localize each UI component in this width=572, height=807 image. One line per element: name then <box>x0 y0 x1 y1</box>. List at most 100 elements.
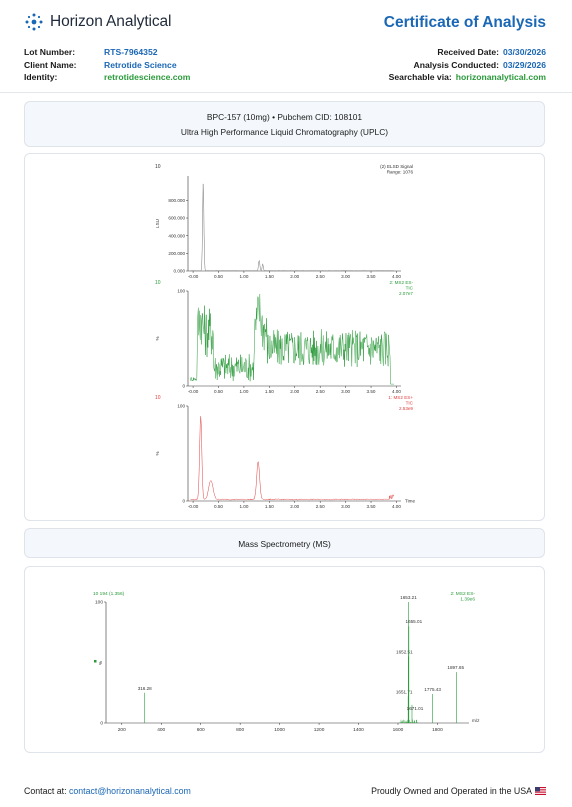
identity-label: Identity: <box>24 72 58 83</box>
chrom-x-tick-label: 2.00 <box>290 274 299 279</box>
chrom-y-label: % <box>155 451 160 455</box>
chrom-y-tick-label: 0 <box>182 384 185 389</box>
document-title: Certificate of Analysis <box>383 14 546 31</box>
ms-peak-label: 1897.65 <box>447 665 464 670</box>
chrom-x-tick-label: 2.00 <box>290 389 299 394</box>
chrom-y-tick-label: 800.000 <box>168 198 185 203</box>
ms-y-label: % <box>98 660 104 665</box>
ms-x-tick-label: 400 <box>157 727 165 733</box>
chrom-y-tick-label: 0 <box>182 499 185 504</box>
ms-peak-label: 316.28 <box>138 686 152 691</box>
brand-logo: Horizon Analytical <box>24 12 172 32</box>
chrom-x-tick-label: 2.50 <box>316 389 325 394</box>
chrom-x-label: Time <box>405 499 415 504</box>
ms-corner-label: 10 194 (1.356) <box>93 591 125 597</box>
chrom-x-tick-label: 1.00 <box>239 504 248 509</box>
chrom-legend-line: Range: 1076 <box>387 170 414 175</box>
ms-peak-label: 1655.01 <box>406 619 423 624</box>
chrom-y-label: LSU <box>155 219 160 228</box>
chrom-legend-line: TIC <box>406 286 414 291</box>
chrom-legend-line: TIC <box>406 401 414 406</box>
chrom-x-tick-label: 3.50 <box>367 274 376 279</box>
chrom-x-tick-label: 4.00 <box>392 274 401 279</box>
chrom-panel-2: 10 -0.00 0.50 1.00 1.50 2.00 2.50 3.00 3.50 4.00 0… <box>155 395 415 509</box>
mass-spectrum-panel: 10 194 (1.356) 2: MS2 ES- 1.39e6 m/z 200 400 6… <box>24 566 545 753</box>
mass-spectrum-chart: 10 194 (1.356) 2: MS2 ES-1.39e6 m/z 200 400 6… <box>93 591 480 733</box>
chrom-y-label: % <box>155 336 160 340</box>
chrom-y-tick-label: 0.000 <box>174 269 186 274</box>
ms-legend-line: 2: MS2 ES- <box>450 591 475 597</box>
ms-peak-label: 1653.21 <box>400 595 417 600</box>
chrom-panel-0: 10 -0.00 0.50 1.00 1.50 2.00 2.50 3.00 3.50 4.00 0… <box>155 164 413 279</box>
chrom-x-tick-label: 3.00 <box>341 274 350 279</box>
brand-name: Horizon Analytical <box>50 13 172 30</box>
chrom-x-tick-label: 1.50 <box>265 504 274 509</box>
chrom-x-tick-label: 1.00 <box>239 389 248 394</box>
client-name-label: Client Name: <box>24 59 77 70</box>
chrom-corner-label: 10 <box>155 395 161 401</box>
ms-section-title: Mass Spectrometry (MS) <box>238 539 331 549</box>
chrom-y-tick-label: 100 <box>177 289 185 294</box>
ms-legend-line: 1.39e6 <box>460 597 475 603</box>
ms-peak-label: 1671.01 <box>407 706 424 711</box>
chrom-trace-2 <box>190 416 395 501</box>
chrom-y-tick-label: 400.000 <box>168 233 185 238</box>
origin-text: Proudly Owned and Operated in the USA <box>371 786 532 796</box>
analysis-date-label: Analysis Conducted: <box>413 59 499 70</box>
chrom-x-tick-label: -0.00 <box>188 504 199 509</box>
analysis-date-value: 03/29/2026 <box>502 59 546 70</box>
ms-y-tick-label: 0 <box>100 721 103 727</box>
ms-y-tick-label: 100 <box>95 600 103 606</box>
ms-marker-icon <box>94 660 97 663</box>
contact-email-link[interactable]: contact@horizonanalytical.com <box>69 786 191 796</box>
chrom-x-tick-label: 2.50 <box>316 274 325 279</box>
chrom-corner-label: 10 <box>155 280 161 286</box>
chrom-x-tick-label: -0.00 <box>188 389 199 394</box>
identity-link[interactable]: retrotidescience.com <box>104 72 191 83</box>
chrom-legend-line: 2.07e7 <box>399 291 413 296</box>
chrom-y-tick-label: 600.000 <box>168 216 185 221</box>
ms-peak-label: 1775.43 <box>424 687 441 692</box>
chrom-x-tick-label: 3.50 <box>367 504 376 509</box>
ms-x-tick-label: 1200 <box>314 727 325 733</box>
us-flag-icon <box>535 787 546 795</box>
searchable-link[interactable]: horizonanalytical.com <box>455 72 546 83</box>
horizon-logo-icon <box>25 13 43 31</box>
ms-x-tick-label: 800 <box>236 727 244 733</box>
ms-plot: 10 194 (1.356) 2: MS2 ES-1.39e6 m/z 200 400 6… <box>93 591 480 733</box>
chrom-x-tick-label: 1.00 <box>239 274 248 279</box>
ms-peak-label: 1652.51 <box>396 649 413 654</box>
ms-x-tick-label: 1000 <box>274 727 285 733</box>
chrom-x-tick-label: 2.50 <box>316 504 325 509</box>
sample-info-panel: BPC-157 (10mg) • Pubchem CID: 108101 Ult… <box>24 101 545 147</box>
chrom-x-tick-label: 1.50 <box>265 389 274 394</box>
sample-name: BPC-157 (10mg) • Pubchem CID: 108101 <box>206 112 363 122</box>
chrom-x-tick-label: 2.00 <box>290 504 299 509</box>
contact-label: Contact at: <box>24 786 67 796</box>
footer-contact: Contact at: contact@horizonanalytical.co… <box>24 786 191 796</box>
chrom-y-tick-label: 100 <box>177 404 185 409</box>
client-name-value: Retrotide Science <box>104 59 177 70</box>
ms-x-tick-label: 200 <box>118 727 126 733</box>
chrom-x-tick-label: -0.00 <box>188 274 199 279</box>
chrom-trace-1 <box>190 294 394 385</box>
chrom-x-tick-label: 0.50 <box>214 389 223 394</box>
chrom-x-tick-label: 3.00 <box>341 389 350 394</box>
chrom-legend-line: 2: MS2 ES- <box>390 280 414 285</box>
chrom-x-tick-label: 1.50 <box>265 274 274 279</box>
ms-x-tick-label: 1800 <box>432 727 443 733</box>
chrom-legend-line: 1: MS2 ES+ <box>388 395 413 400</box>
searchable-label: Searchable via: <box>388 72 452 83</box>
chrom-x-tick-label: 0.50 <box>214 504 223 509</box>
chromatogram-panel: 10 -0.00 0.50 1.00 1.50 2.00 2.50 3.00 3.50 4.00 0… <box>24 153 545 521</box>
chrom-y-tick-label: 200.000 <box>168 251 185 256</box>
chrom-legend-line: (2) ELSD Signal <box>380 164 413 169</box>
report-header: Horizon Analytical Certificate of Analys… <box>0 0 572 92</box>
date-details: Received Date: 03/30/2026 Analysis Conduc… <box>389 46 546 84</box>
chrom-x-tick-label: 3.50 <box>367 389 376 394</box>
ms-x-label: m/z <box>472 718 480 723</box>
chrom-x-tick-label: 4.00 <box>392 504 401 509</box>
footer-origin: Proudly Owned and Operated in the USA <box>371 786 546 796</box>
chrom-x-tick-label: 4.00 <box>392 389 401 394</box>
lot-number-value: RTS-7964352 <box>104 47 158 57</box>
